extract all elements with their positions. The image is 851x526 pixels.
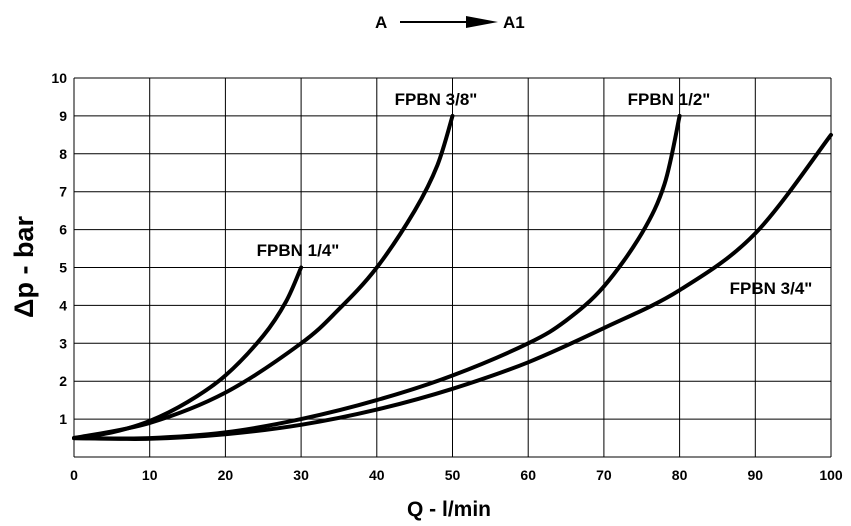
x-tick-label: 30 — [293, 467, 309, 483]
y-tick-label: 9 — [59, 108, 67, 124]
y-tick-label: 2 — [59, 373, 67, 389]
x-tick-label: 80 — [672, 467, 688, 483]
series-line-three-quarter-inch — [72, 132, 833, 441]
series-labels: FPBN 1/4" FPBN 3/8" FPBN 1/2" FPBN 3/4" — [257, 90, 813, 298]
x-tick-label: 90 — [748, 467, 764, 483]
x-axis-label: Q - l/min — [407, 498, 491, 521]
y-tick-label: 7 — [59, 184, 67, 200]
x-tick-label: 100 — [819, 467, 843, 483]
x-tick-label: 10 — [142, 467, 158, 483]
y-tick-label: 4 — [59, 297, 67, 313]
y-tick-label: 8 — [59, 146, 67, 162]
y-tick-label: 5 — [59, 260, 67, 276]
x-tick-label: 40 — [369, 467, 385, 483]
y-tick-label: 6 — [59, 222, 67, 238]
y-tick-label: 1 — [59, 411, 67, 427]
series-label-three-quarter-inch: FPBN 3/4" — [730, 279, 813, 298]
flow-to-label: A1 — [503, 13, 525, 32]
series-label-half-inch: FPBN 1/2" — [628, 90, 711, 109]
flow-arrow-head — [466, 16, 498, 28]
grid — [73, 77, 832, 458]
flow-from-label: A — [375, 13, 387, 32]
series-line-quarter-inch — [72, 265, 304, 441]
x-tick-label: 60 — [520, 467, 536, 483]
series-line-three-eighths-inch — [72, 113, 455, 441]
series-label-three-eighths-inch: FPBN 3/8" — [395, 90, 478, 109]
y-tick-label: 10 — [51, 70, 67, 86]
x-tick-labels: 0 10 20 30 40 50 60 70 80 90 100 — [70, 467, 843, 483]
y-tick-label: 3 — [59, 335, 67, 351]
y-axis-label: Δp - bar — [9, 216, 39, 318]
x-tick-label: 0 — [70, 467, 78, 483]
y-tick-labels: 1 2 3 4 5 6 7 8 9 10 — [51, 70, 67, 427]
flow-direction: A A1 — [375, 13, 525, 32]
x-tick-label: 20 — [218, 467, 234, 483]
x-tick-label: 50 — [445, 467, 461, 483]
series-label-quarter-inch: FPBN 1/4" — [257, 241, 340, 260]
series-curves — [72, 113, 833, 441]
x-tick-label: 70 — [596, 467, 612, 483]
